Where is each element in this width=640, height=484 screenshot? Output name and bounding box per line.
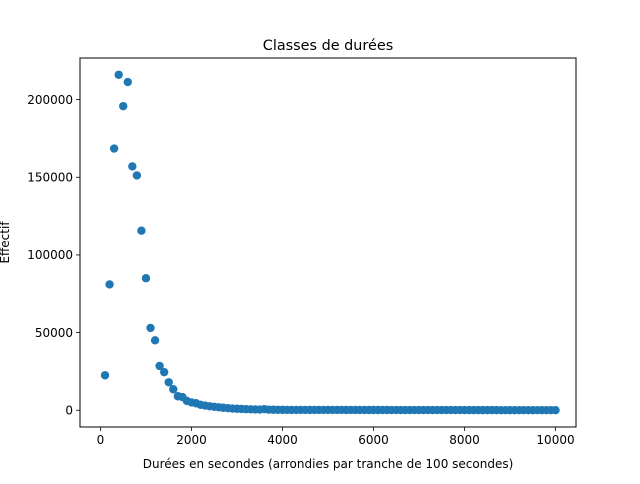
data-point	[114, 70, 123, 79]
x-tick-label: 10000	[536, 433, 574, 447]
x-tick-label: 6000	[358, 433, 389, 447]
y-tick-label: 150000	[27, 170, 73, 184]
x-tick-label: 8000	[449, 433, 480, 447]
data-point	[100, 371, 110, 380]
data-point	[551, 406, 560, 415]
data-point	[169, 385, 178, 394]
data-point	[159, 367, 169, 377]
y-axis-label: Effectif	[0, 221, 12, 264]
y-tick-label: 100000	[27, 248, 73, 262]
x-axis-label: Durées en secondes (arrondies par tranch…	[143, 457, 514, 471]
data-point	[109, 144, 119, 153]
data-point	[146, 323, 155, 333]
y-tick-label: 50000	[35, 326, 73, 340]
y-tick-label: 0	[65, 403, 73, 417]
data-point	[132, 171, 142, 180]
data-point	[128, 162, 137, 171]
plot-frame	[79, 57, 577, 428]
x-tick-label: 0	[97, 433, 105, 447]
data-point	[155, 361, 164, 371]
data-point	[123, 77, 132, 87]
y-tick-label: 200000	[27, 93, 73, 107]
chart-title: Classes de durées	[263, 38, 393, 54]
data-point	[164, 378, 173, 387]
x-tick-label: 4000	[267, 433, 298, 447]
data-point	[150, 336, 160, 345]
data-point	[137, 226, 146, 235]
data-point	[119, 101, 128, 111]
x-tick-label: 2000	[176, 433, 207, 447]
points-layer	[100, 70, 560, 415]
data-point	[105, 280, 114, 289]
data-point	[141, 274, 151, 283]
ticks-layer: 0 2000 4000 6000 8000 10000050000100000150000…	[27, 93, 574, 447]
